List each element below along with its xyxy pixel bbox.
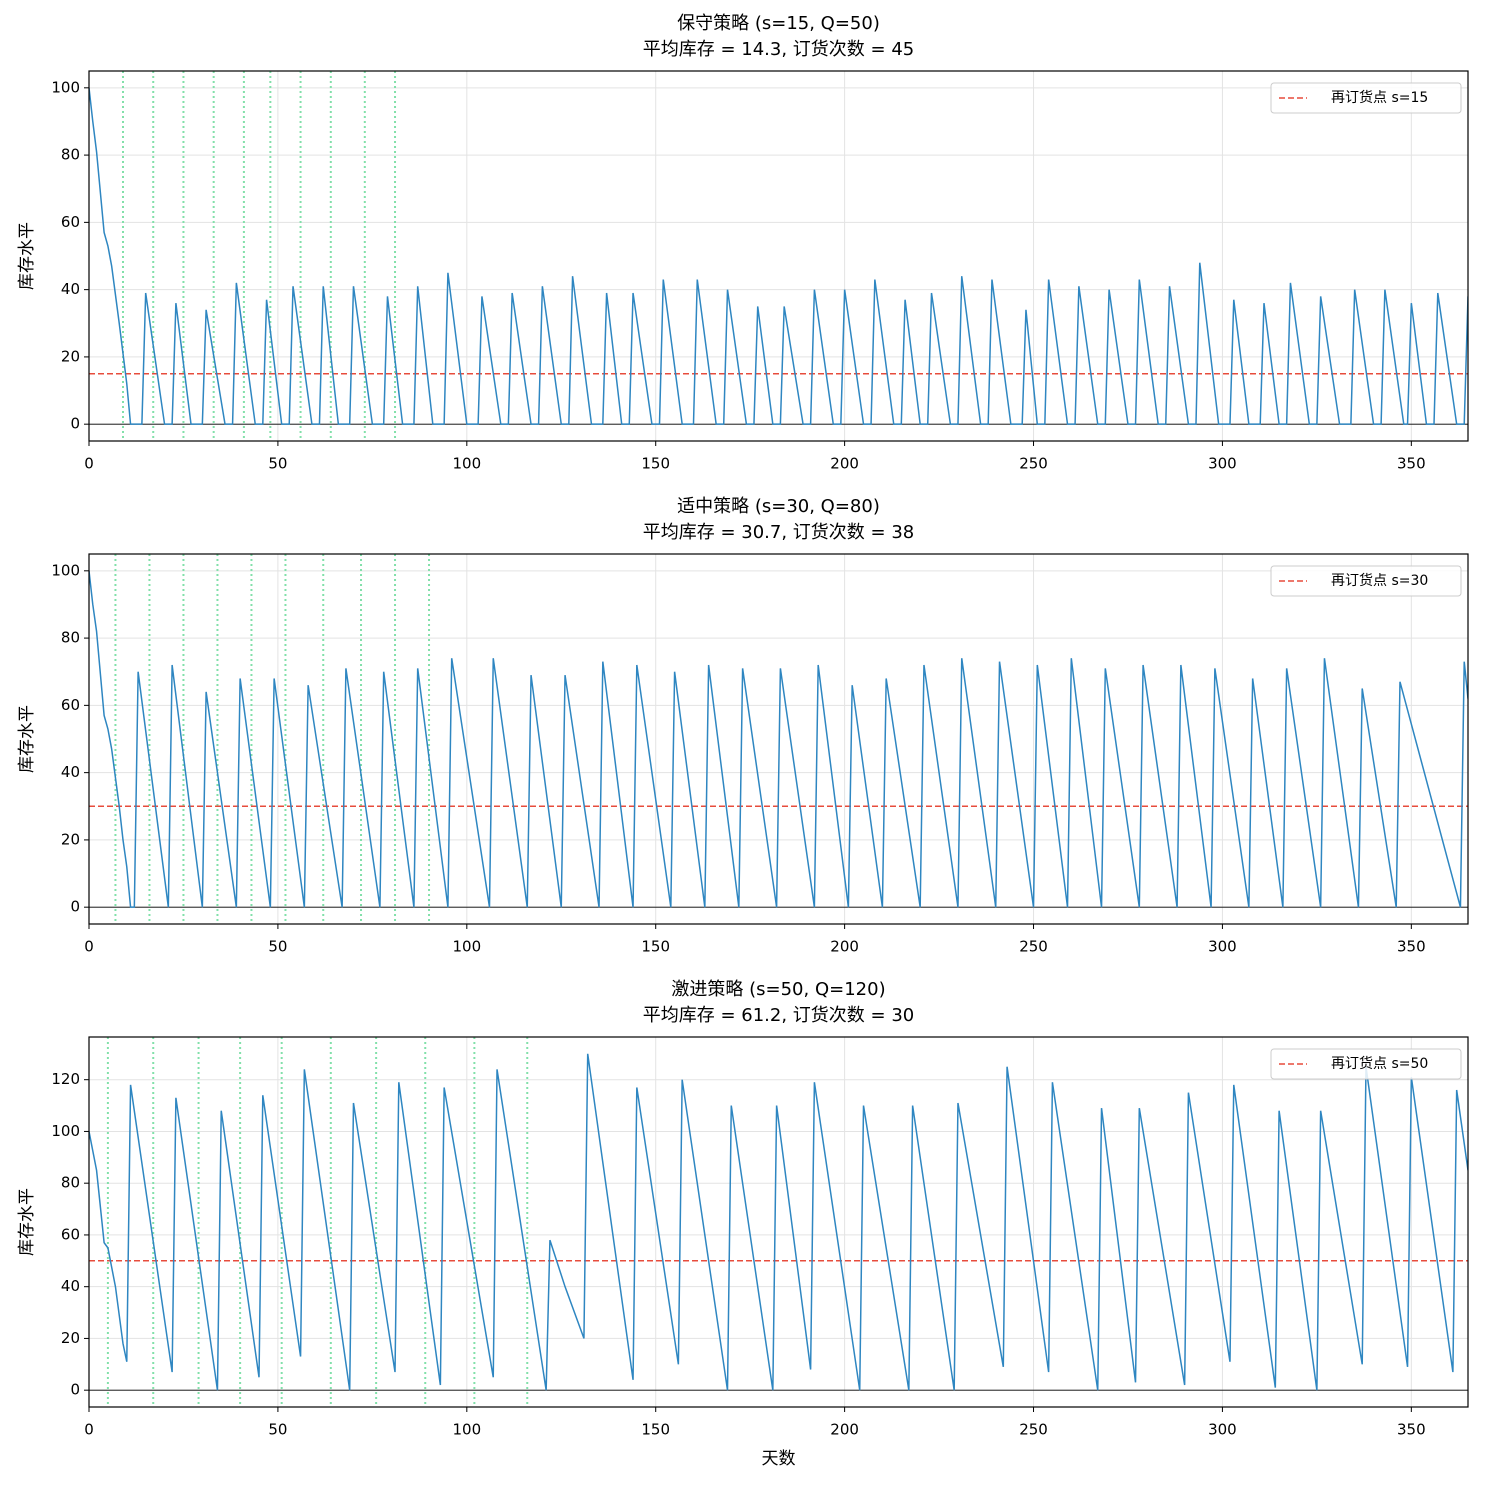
y-tick-label: 100 [51, 78, 80, 96]
x-tick-label: 250 [1019, 938, 1048, 956]
x-tick-label: 300 [1208, 1421, 1237, 1439]
x-tick-label: 200 [830, 1421, 859, 1439]
x-tick-label: 150 [641, 455, 670, 473]
legend-label: 再订货点 s=50 [1331, 1055, 1428, 1072]
y-tick-label: 40 [61, 280, 80, 298]
legend-box [1270, 565, 1462, 597]
inventory-line [89, 87, 1468, 425]
y-tick-label: 0 [70, 1381, 80, 1399]
y-axis-label: 库存水平 [17, 705, 37, 773]
x-tick-label: 100 [452, 455, 481, 473]
x-tick-label: 300 [1208, 938, 1237, 956]
chart-title: 激进策略 (s=50, Q=120) [671, 979, 885, 1000]
x-tick-label: 100 [452, 938, 481, 956]
y-tick-label: 80 [61, 146, 80, 164]
y-tick-label: 20 [61, 347, 80, 365]
x-tick-label: 250 [1019, 1421, 1048, 1439]
legend-label: 再订货点 s=15 [1331, 89, 1428, 106]
x-axis-label: 天数 [762, 1449, 796, 1469]
x-tick-label: 0 [84, 1421, 94, 1439]
axes-frame [88, 553, 1469, 925]
chart-title: 适中策略 (s=30, Q=80) [677, 496, 880, 517]
y-tick-label: 40 [61, 1277, 80, 1295]
chart-subtitle: 平均库存 = 30.7, 订货次数 = 38 [643, 522, 914, 543]
y-tick-label: 20 [61, 830, 80, 848]
x-tick-label: 250 [1019, 455, 1048, 473]
legend-box [1270, 82, 1462, 114]
x-tick-label: 200 [830, 455, 859, 473]
y-tick-label: 0 [70, 898, 80, 916]
x-tick-label: 350 [1397, 455, 1426, 473]
x-tick-label: 50 [268, 938, 287, 956]
x-tick-label: 350 [1397, 1421, 1426, 1439]
chart-title: 保守策略 (s=15, Q=50) [677, 13, 880, 34]
x-tick-label: 150 [641, 1421, 670, 1439]
x-tick-label: 200 [830, 938, 859, 956]
y-tick-label: 80 [61, 629, 80, 647]
inventory-line [89, 1053, 1468, 1391]
y-axis-label: 库存水平 [17, 1188, 37, 1256]
axes-frame [88, 70, 1469, 442]
x-tick-label: 150 [641, 938, 670, 956]
x-tick-label: 50 [268, 1421, 287, 1439]
x-tick-label: 0 [84, 938, 94, 956]
x-tick-label: 0 [84, 455, 94, 473]
x-tick-label: 300 [1208, 455, 1237, 473]
chart-subtitle: 平均库存 = 61.2, 订货次数 = 30 [643, 1005, 914, 1026]
inventory-line [89, 570, 1468, 908]
chart-subtitle: 平均库存 = 14.3, 订货次数 = 45 [643, 39, 914, 60]
x-tick-label: 50 [268, 455, 287, 473]
x-tick-label: 100 [452, 1421, 481, 1439]
y-tick-label: 60 [61, 213, 80, 231]
y-tick-label: 80 [61, 1174, 80, 1192]
y-tick-label: 40 [61, 763, 80, 781]
y-axis-label: 库存水平 [17, 222, 37, 290]
axes-frame [88, 1036, 1469, 1408]
legend-box [1270, 1048, 1462, 1080]
y-tick-label: 100 [51, 561, 80, 579]
x-tick-label: 350 [1397, 938, 1426, 956]
y-tick-label: 100 [51, 1122, 80, 1140]
legend-label: 再订货点 s=30 [1331, 572, 1428, 589]
y-tick-label: 60 [61, 696, 80, 714]
y-tick-label: 0 [70, 415, 80, 433]
y-tick-label: 120 [51, 1070, 80, 1088]
y-tick-label: 60 [61, 1225, 80, 1243]
y-tick-label: 20 [61, 1329, 80, 1347]
